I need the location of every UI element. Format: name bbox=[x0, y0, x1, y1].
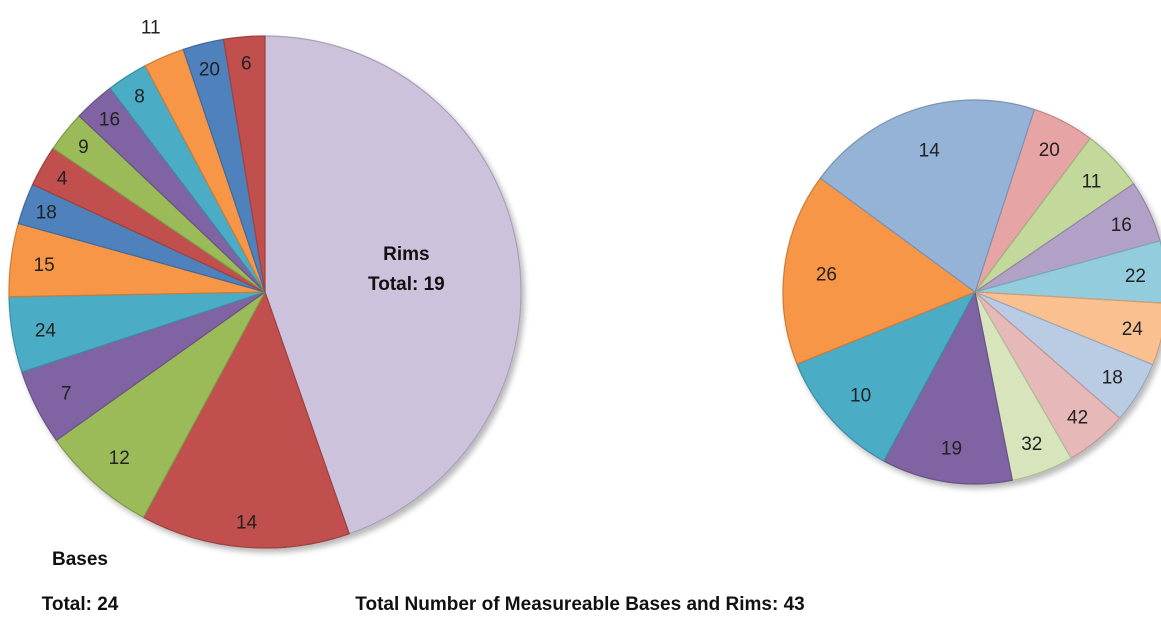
pie1-slice-label-5: 18 bbox=[1102, 368, 1123, 389]
pie0-slice-label-12: 20 bbox=[199, 59, 220, 80]
detail-pie bbox=[782, 99, 1161, 485]
pie1-slice-label-4: 24 bbox=[1122, 319, 1144, 340]
pie0-slice-label-9: 16 bbox=[99, 110, 120, 131]
pie1-slice-label-3: 22 bbox=[1125, 266, 1146, 287]
detail-pie-labels: 20 11 16 22 24 18 42 32 19 10 26 14 bbox=[816, 140, 1146, 460]
pie1-slice-label-8: 19 bbox=[941, 439, 962, 460]
pie1-slice-label-2: 16 bbox=[1111, 215, 1132, 236]
pie0-slice-2 bbox=[55, 291, 266, 519]
pie0-slice-label-6: 18 bbox=[36, 203, 57, 224]
pie0-slice-label-3: 7 bbox=[61, 384, 72, 405]
pie0-slice-label-7: 4 bbox=[57, 168, 68, 189]
pie0-slice-label-5: 15 bbox=[34, 255, 55, 276]
bases-annotation-line1: Bases bbox=[52, 549, 108, 570]
pie0-slice-13 bbox=[222, 35, 266, 293]
pie0-slice-1 bbox=[142, 290, 350, 549]
pie1-slice-label-0: 20 bbox=[1039, 140, 1060, 161]
pie0-slice-label-13: 6 bbox=[241, 53, 252, 74]
pie1-slice-3 bbox=[974, 240, 1161, 304]
pie1-slice-label-7: 32 bbox=[1021, 434, 1042, 455]
pie1-slice-label-1: 11 bbox=[1082, 172, 1102, 193]
pie1-slice-11 bbox=[819, 99, 1036, 293]
pie0-slice-label-2: 12 bbox=[109, 448, 130, 469]
total-annotation: Total Number of Measureable Bases and Ri… bbox=[355, 594, 804, 615]
pie0-slice-label-1: 14 bbox=[236, 513, 258, 534]
pie1-slice-label-9: 10 bbox=[850, 386, 871, 407]
pie1-slice-label-6: 42 bbox=[1067, 408, 1088, 429]
pie0-slice-label-11: 11 bbox=[141, 17, 161, 38]
bases-annotation-line2: Total: 24 bbox=[42, 594, 119, 615]
pie1-slice-label-10: 26 bbox=[816, 264, 837, 285]
pie1-slice-9 bbox=[796, 290, 977, 462]
pie1-slice-label-11: 14 bbox=[919, 140, 941, 161]
pie0-slice-label-10: 8 bbox=[134, 87, 145, 108]
pie0-slice-0 bbox=[264, 35, 522, 535]
pie0-slice-label-8: 9 bbox=[78, 137, 89, 158]
pie0-slice-label-0: Rims Total: 19 bbox=[368, 244, 445, 295]
pie0-slice-label-4: 24 bbox=[35, 320, 57, 341]
bases-rims-pie bbox=[8, 35, 522, 549]
pie1-slice-10 bbox=[782, 177, 977, 365]
pie1-slice-8 bbox=[882, 290, 1014, 485]
